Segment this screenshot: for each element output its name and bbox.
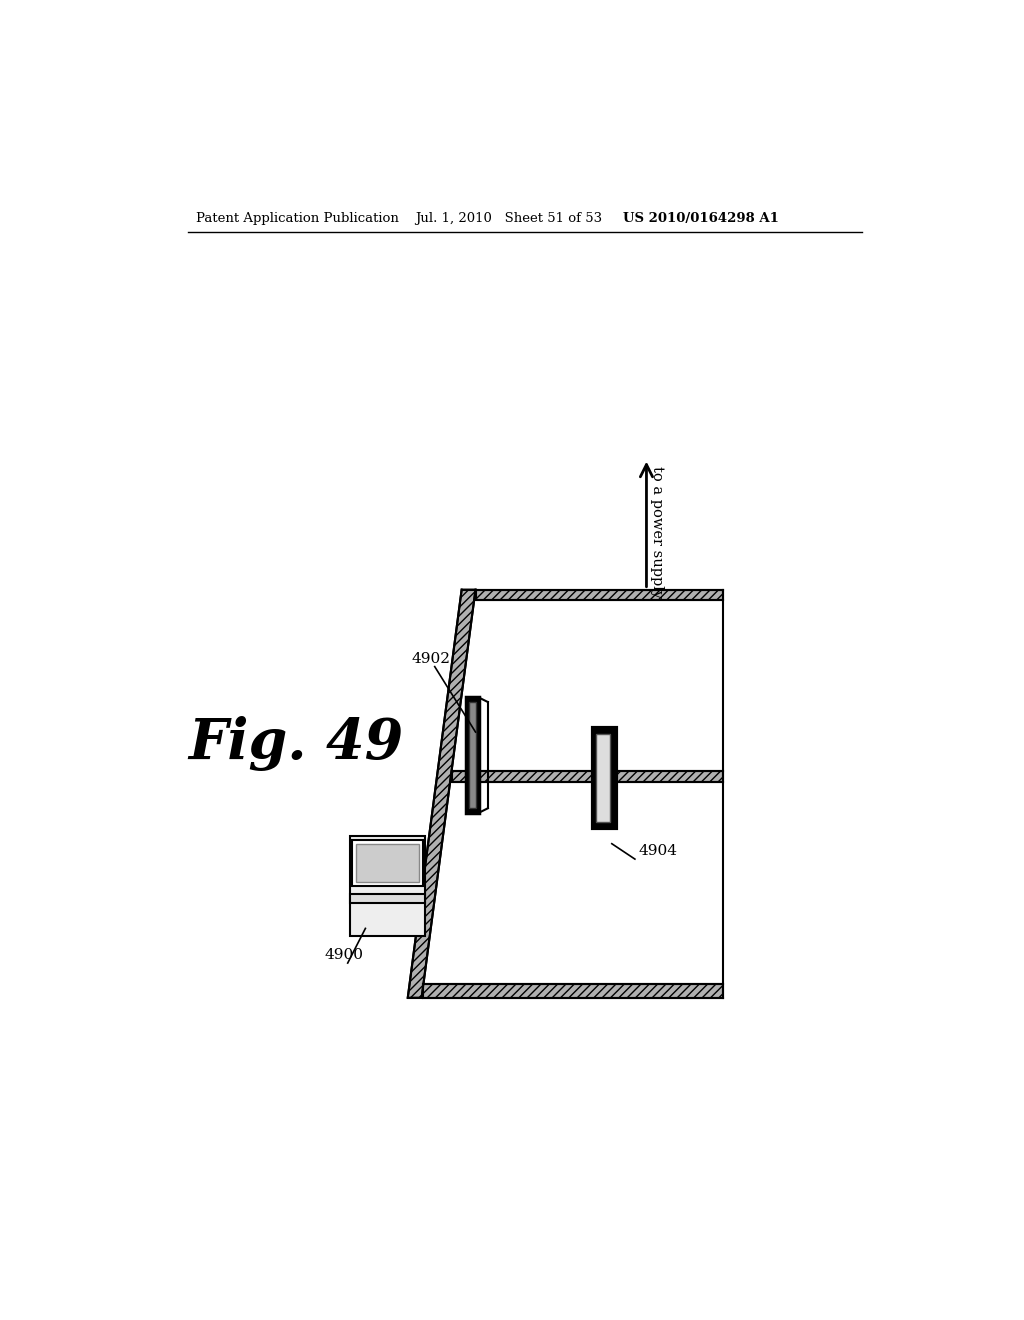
- Polygon shape: [424, 983, 724, 998]
- Text: 4904: 4904: [639, 845, 678, 858]
- Bar: [469, 702, 475, 808]
- Bar: [596, 734, 610, 822]
- Text: Jul. 1, 2010   Sheet 51 of 53: Jul. 1, 2010 Sheet 51 of 53: [416, 213, 602, 224]
- Text: US 2010/0164298 A1: US 2010/0164298 A1: [624, 213, 779, 224]
- Bar: [350, 894, 425, 903]
- Text: 4902: 4902: [412, 652, 451, 665]
- Text: Patent Application Publication: Patent Application Publication: [196, 213, 399, 224]
- Bar: [593, 729, 615, 829]
- Text: 4900: 4900: [325, 948, 364, 962]
- Text: to a power supply: to a power supply: [650, 466, 665, 598]
- Polygon shape: [475, 590, 724, 601]
- Bar: [356, 843, 419, 882]
- Text: Fig. 49: Fig. 49: [188, 717, 403, 771]
- Bar: [350, 836, 425, 936]
- Polygon shape: [408, 590, 475, 998]
- Bar: [352, 840, 423, 886]
- Polygon shape: [452, 771, 724, 781]
- Bar: [466, 697, 478, 813]
